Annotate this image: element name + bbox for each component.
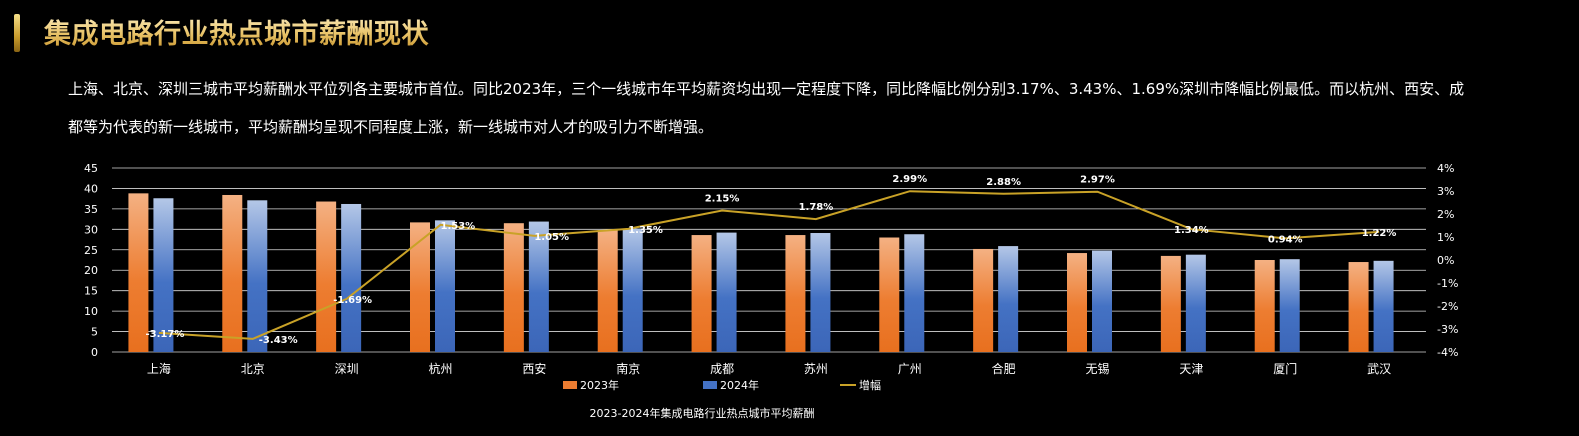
left-axis-tick: 20 xyxy=(84,264,98,277)
bar-2024 xyxy=(622,228,643,352)
right-axis-tick: 4% xyxy=(1437,162,1454,175)
bar-2024 xyxy=(998,246,1019,352)
bar-2024 xyxy=(341,203,362,352)
bar-2023 xyxy=(1160,255,1181,352)
data-label: 2.15% xyxy=(705,194,740,205)
category-label: 天津 xyxy=(1179,362,1203,376)
category-label: 成都 xyxy=(710,362,734,376)
legend-swatch-2024 xyxy=(703,381,717,389)
data-label: -3.43% xyxy=(259,335,298,346)
left-axis-tick: 45 xyxy=(84,162,98,175)
bar-2023 xyxy=(691,235,712,352)
bar-2023 xyxy=(503,223,524,352)
grid-lines xyxy=(112,167,1426,353)
data-labels: -3.17% -3.43% -1.69% 1.53% 1.05% 1.35% 2.15% 1.… xyxy=(146,174,1397,346)
chart-title: 2023-2024年集成电路行业热点城市平均薪酬 xyxy=(590,406,815,420)
bar-2024 xyxy=(1279,259,1300,352)
bar-2024 xyxy=(247,200,268,352)
category-label: 武汉 xyxy=(1367,362,1391,376)
data-label: -3.17% xyxy=(146,329,185,340)
right-axis-tick: 0% xyxy=(1437,254,1454,267)
title-accent-bar xyxy=(14,14,20,52)
summary-text: 上海、北京、深圳三城市平均薪酬水平位列各主要城市首位。同比2023年，三个一线城… xyxy=(68,80,1465,136)
bar-2023 xyxy=(973,248,994,352)
bar-2024 xyxy=(1373,260,1394,352)
right-axis-tick: 3% xyxy=(1437,185,1454,198)
bar-2023 xyxy=(128,193,149,352)
data-label: 1.35% xyxy=(628,225,663,236)
bar-2024 xyxy=(528,221,549,352)
left-axis-tick: 30 xyxy=(84,223,98,236)
bar-2024 xyxy=(810,233,831,352)
category-label: 深圳 xyxy=(335,362,359,376)
right-axis-tick: 2% xyxy=(1437,208,1454,221)
data-label: 1.05% xyxy=(534,232,569,243)
left-axis-ticks: 0 5 10 15 20 25 30 35 40 45 xyxy=(84,162,98,359)
category-label: 无锡 xyxy=(1085,361,1109,376)
left-axis-tick: 5 xyxy=(91,326,98,339)
bar-2023 xyxy=(785,235,806,352)
data-label: 1.53% xyxy=(441,221,476,232)
growth-line-path xyxy=(158,190,1380,340)
legend-label-growth: 增幅 xyxy=(859,378,881,392)
data-label: 1.34% xyxy=(1174,225,1209,236)
left-axis-tick: 40 xyxy=(84,182,98,195)
bar-2023 xyxy=(222,194,243,352)
bar-2023 xyxy=(1254,260,1275,352)
bar-2024 xyxy=(435,220,455,352)
left-axis-tick: 0 xyxy=(91,346,98,359)
right-axis-tick: -1% xyxy=(1437,277,1458,290)
right-axis-tick: 1% xyxy=(1437,231,1454,244)
bar-2024 xyxy=(716,232,737,352)
right-axis-tick: -3% xyxy=(1437,323,1458,336)
bars xyxy=(128,193,1394,352)
right-axis-tick: -4% xyxy=(1437,346,1458,359)
bar-2023 xyxy=(1348,262,1369,352)
bar-2023 xyxy=(879,237,900,352)
bar-2024 xyxy=(904,234,925,352)
data-label: 2.97% xyxy=(1080,175,1115,186)
bar-2024 xyxy=(1092,250,1112,352)
left-axis-tick: 35 xyxy=(84,203,98,216)
bar-2023 xyxy=(597,230,618,352)
category-label: 广州 xyxy=(898,362,922,376)
legend-label-2023: 2023年 xyxy=(580,378,619,392)
bar-2023 xyxy=(410,222,430,352)
bar-2024 xyxy=(153,198,174,352)
category-label: 合肥 xyxy=(992,361,1016,376)
category-label: 西安 xyxy=(522,361,546,376)
data-label: 2.99% xyxy=(892,174,927,185)
bar-2023 xyxy=(1067,253,1087,352)
data-label: 2.88% xyxy=(986,177,1021,188)
page-title: 集成电路行业热点城市薪酬现状 xyxy=(44,12,429,51)
bar-2023 xyxy=(316,201,337,352)
right-axis-tick: -2% xyxy=(1437,300,1458,313)
category-label: 上海 xyxy=(147,361,171,376)
category-label: 北京 xyxy=(241,362,265,376)
category-label: 南京 xyxy=(616,361,640,376)
bar-2024 xyxy=(1185,254,1206,352)
legend-swatch-2023 xyxy=(563,381,577,389)
legend: 2023年 2024年 增幅 xyxy=(563,378,881,392)
right-axis-ticks: -4% -3% -2% -1% 0% 1% 2% 3% 4% xyxy=(1437,162,1458,359)
category-label: 厦门 xyxy=(1273,361,1297,376)
category-label: 苏州 xyxy=(804,362,828,376)
data-label: 1.22% xyxy=(1362,228,1397,239)
growth-line xyxy=(158,190,1380,340)
data-label: -1.69% xyxy=(333,295,372,306)
data-label: 1.78% xyxy=(799,202,834,213)
legend-label-2024: 2024年 xyxy=(720,378,759,392)
category-labels: 上海 北京 深圳 杭州 西安 南京 成都 苏州 广州 合肥 无锡 天津 厦门 武汉 xyxy=(147,361,1391,376)
category-label: 杭州 xyxy=(428,361,452,376)
data-label: 0.94% xyxy=(1268,234,1303,245)
left-axis-tick: 25 xyxy=(84,244,98,257)
left-axis-tick: 15 xyxy=(84,285,98,298)
left-axis-tick: 10 xyxy=(84,305,98,318)
